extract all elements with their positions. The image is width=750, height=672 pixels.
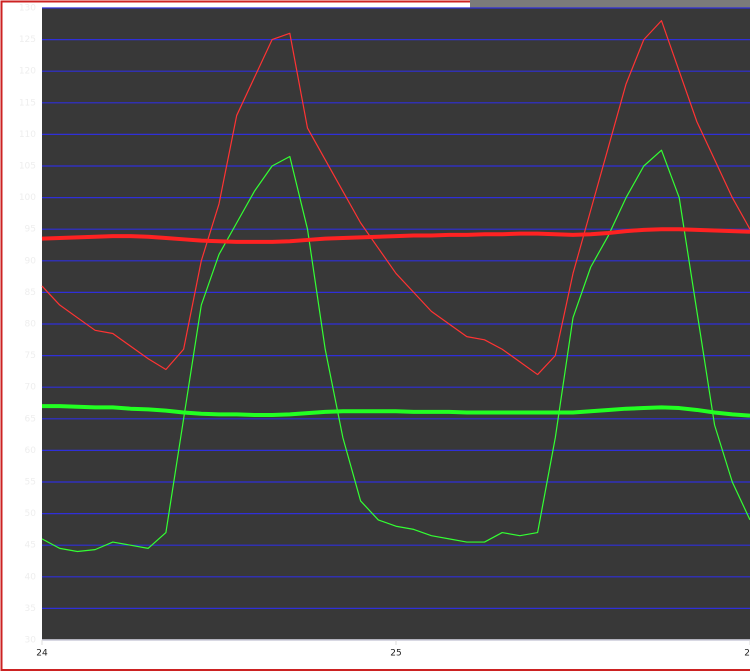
y-tick-label: 90 [25, 256, 37, 266]
y-tick-label: 55 [25, 478, 36, 488]
y-tick-label: 100 [19, 193, 36, 203]
y-tick-label: 70 [25, 383, 37, 393]
x-tick-label: 24 [36, 649, 48, 659]
y-tick-label: 65 [25, 414, 36, 424]
y-tick-label: 110 [19, 130, 36, 140]
y-tick-label: 120 [19, 67, 36, 77]
y-tick-label: 35 [25, 604, 36, 614]
y-tick-label: 75 [25, 351, 36, 361]
y-tick-label: 95 [25, 225, 36, 235]
y-tick-label: 30 [25, 636, 37, 646]
y-tick-label: 115 [19, 98, 36, 108]
y-tick-label: 40 [25, 572, 37, 582]
y-tick-label: 105 [19, 162, 36, 172]
y-tick-label: 60 [25, 446, 37, 456]
y-tick-label: 80 [25, 320, 37, 330]
y-tick-label: 45 [25, 541, 36, 551]
y-tick-label: 50 [25, 509, 37, 519]
x-tick-label: 25 [390, 649, 401, 659]
y-tick-label: 125 [19, 35, 36, 45]
y-tick-label: 85 [25, 288, 36, 298]
x-tick-label: 26 [744, 649, 750, 659]
chart: 30 35 40 45 50 55 60 65 70 75 80 85 90 95 100 105 110 115… [0, 0, 750, 672]
y-tick-label: 130 [19, 4, 36, 14]
